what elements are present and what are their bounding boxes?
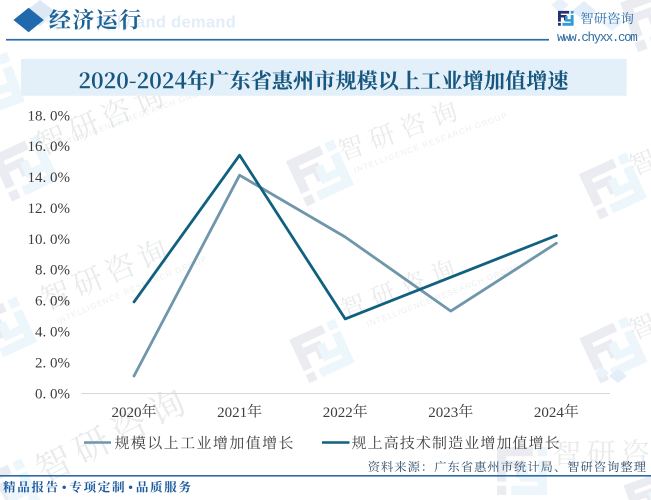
svg-text:2024: 2024 xyxy=(534,405,565,421)
svg-text:2022: 2022 xyxy=(323,405,353,421)
svg-text:10. 0%: 10. 0% xyxy=(28,232,71,248)
svg-text:2021: 2021 xyxy=(217,405,247,421)
svg-text:14. 0%: 14. 0% xyxy=(28,170,71,186)
svg-text:2020: 2020 xyxy=(112,405,142,421)
svg-text:pply and demand: pply and demand xyxy=(96,14,236,32)
svg-text:12. 0%: 12. 0% xyxy=(28,201,71,217)
svg-text:8. 0%: 8. 0% xyxy=(35,263,70,279)
svg-text:0. 0%: 0. 0% xyxy=(35,386,70,402)
svg-text:2023: 2023 xyxy=(428,405,458,421)
svg-text:www.chyxx.com: www.chyxx.com xyxy=(557,31,637,45)
svg-text:18. 0%: 18. 0% xyxy=(28,108,71,124)
svg-text:16. 0%: 16. 0% xyxy=(28,139,71,155)
svg-text:6. 0%: 6. 0% xyxy=(35,294,70,310)
svg-text:2. 0%: 2. 0% xyxy=(35,355,70,371)
svg-text:4. 0%: 4. 0% xyxy=(35,325,70,341)
